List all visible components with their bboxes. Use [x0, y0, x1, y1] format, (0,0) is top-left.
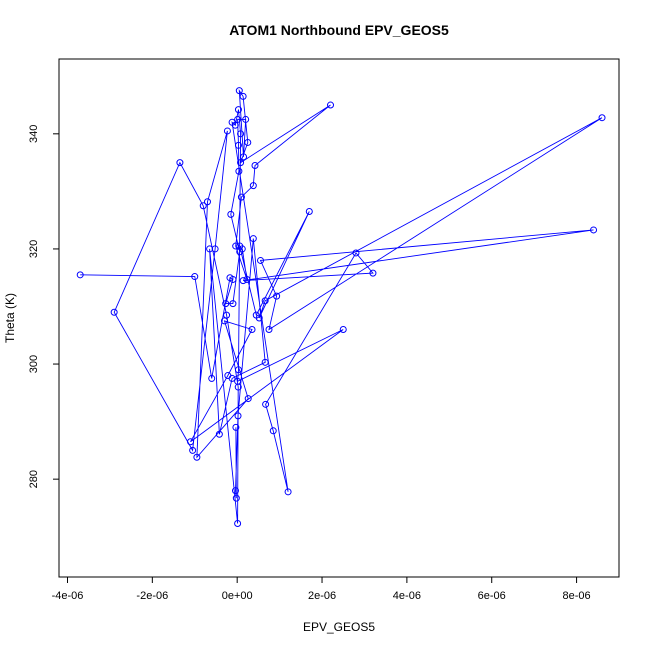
- data-point: [273, 292, 281, 300]
- data-point: [242, 115, 250, 123]
- x-tick-label: 6e-06: [478, 590, 506, 602]
- y-axis-label: Theta (K): [3, 293, 17, 343]
- data-point: [191, 273, 199, 281]
- data-point: [234, 519, 242, 527]
- data-point: [590, 226, 598, 234]
- data-point: [223, 127, 231, 135]
- data-point: [231, 121, 239, 129]
- data-point: [239, 92, 247, 100]
- data-point: [369, 269, 377, 277]
- data-point: [234, 115, 242, 123]
- series-layer: [76, 87, 606, 527]
- x-tick-label: 0e+00: [222, 590, 253, 602]
- x-axis-label: EPV_GEOS5: [303, 620, 375, 634]
- data-point: [305, 208, 313, 216]
- data-point: [110, 308, 118, 316]
- data-point: [187, 438, 195, 446]
- data-point: [244, 395, 252, 403]
- data-point: [598, 114, 606, 122]
- data-point: [249, 182, 257, 190]
- data-point: [232, 242, 240, 250]
- y-axis: 280 300 320 340: [28, 125, 60, 488]
- data-point: [261, 358, 269, 366]
- data-point: [203, 198, 211, 206]
- data-point: [76, 271, 84, 279]
- data-point: [229, 300, 237, 308]
- data-point: [176, 159, 184, 167]
- data-point: [193, 453, 201, 461]
- data-point: [234, 106, 242, 114]
- data-point: [339, 326, 347, 334]
- data-point: [223, 311, 231, 319]
- data-point: [251, 161, 259, 169]
- data-point: [237, 130, 245, 138]
- data-point: [284, 488, 292, 496]
- data-point: [234, 366, 242, 374]
- x-tick-label: 2e-06: [308, 590, 336, 602]
- data-point: [229, 275, 237, 283]
- chart-title: ATOM1 Northbound EPV_GEOS5: [229, 22, 449, 38]
- x-tick-label: 8e-06: [563, 590, 591, 602]
- x-tick-label: 4e-06: [393, 590, 421, 602]
- data-point: [232, 494, 240, 502]
- data-point: [235, 167, 243, 175]
- data-point: [248, 326, 256, 334]
- data-point: [265, 326, 273, 334]
- y-tick-label: 280: [28, 470, 40, 488]
- data-point: [222, 300, 230, 308]
- y-tick-label: 320: [28, 240, 40, 258]
- data-point: [236, 242, 244, 250]
- data-point: [189, 446, 197, 454]
- data-point: [235, 87, 243, 95]
- data-point: [206, 245, 214, 253]
- data-point: [269, 427, 277, 435]
- data-point: [237, 193, 245, 201]
- data-point: [227, 210, 235, 218]
- data-point: [240, 153, 248, 161]
- data-point: [231, 487, 239, 495]
- data-point: [257, 256, 265, 264]
- data-point: [262, 400, 270, 408]
- plot-frame: [58, 58, 620, 578]
- x-axis: -4e-06 -2e-06 0e+00 2e-06 4e-06 6e-06 8e-06: [52, 576, 591, 602]
- data-point: [244, 138, 252, 146]
- data-point: [261, 297, 269, 305]
- y-tick-label: 300: [28, 355, 40, 373]
- x-tick-label: -4e-06: [52, 590, 84, 602]
- data-point: [255, 314, 263, 322]
- data-point: [199, 202, 207, 210]
- data-point: [249, 235, 257, 243]
- data-point: [232, 423, 240, 431]
- y-tick-label: 340: [28, 125, 40, 143]
- data-point: [243, 275, 251, 283]
- data-point: [239, 277, 247, 285]
- data-point: [234, 412, 242, 420]
- data-point: [208, 374, 216, 382]
- data-point: [234, 141, 242, 149]
- data-point: [352, 249, 360, 257]
- series-line: [80, 89, 603, 524]
- data-point: [234, 383, 242, 391]
- data-point: [228, 374, 236, 382]
- data-point: [215, 430, 223, 438]
- data-point: [327, 101, 335, 109]
- data-point: [237, 159, 245, 167]
- x-tick-label: -2e-06: [136, 590, 168, 602]
